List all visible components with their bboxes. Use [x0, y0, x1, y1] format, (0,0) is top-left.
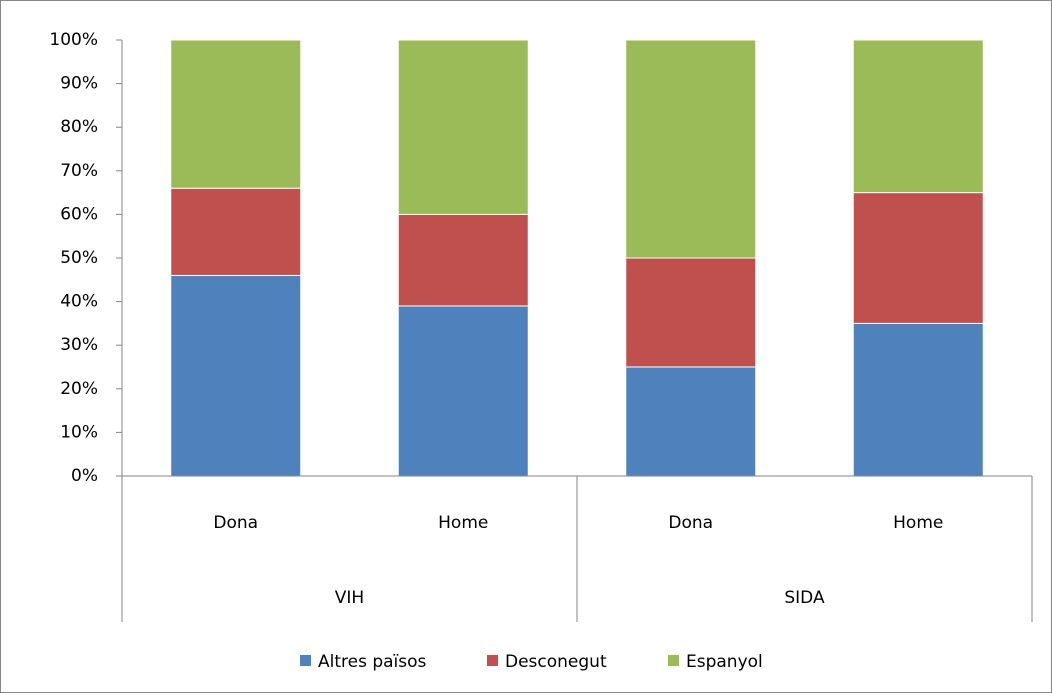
y-tick-label: 40%	[60, 292, 98, 312]
bar-segment	[852, 39, 984, 194]
x-tick-label: Home	[893, 513, 943, 533]
bar-segment	[397, 39, 529, 215]
bar-segment	[397, 213, 529, 307]
bar-segment	[397, 305, 529, 477]
y-tick-label: 10%	[60, 422, 98, 442]
bar-segment	[625, 366, 757, 477]
bar-segment	[625, 39, 757, 259]
legend-swatch	[487, 655, 498, 666]
y-tick-label: 50%	[60, 248, 98, 268]
bar-segment	[852, 192, 984, 324]
group-label: SIDA	[784, 588, 825, 608]
legend-swatch	[668, 655, 679, 666]
legend-label: Espanyol	[686, 652, 763, 672]
bar-segment	[625, 257, 757, 368]
y-tick-label: 60%	[60, 204, 98, 224]
legend-label: Desconegut	[505, 652, 607, 672]
y-tick-label: 80%	[60, 117, 98, 137]
x-tick-label: Dona	[213, 513, 258, 533]
y-tick-label: 100%	[49, 30, 98, 50]
bar-segment	[170, 39, 302, 189]
y-tick-label: 0%	[71, 466, 98, 486]
bar-segment	[852, 322, 984, 477]
x-tick-label: Dona	[668, 513, 713, 533]
bar-segment	[170, 274, 302, 477]
legend-label: Altres països	[318, 652, 427, 672]
y-tick-label: 30%	[60, 335, 98, 355]
bar-segment	[170, 187, 302, 276]
legend-swatch	[300, 655, 311, 666]
x-tick-label: Home	[438, 513, 488, 533]
group-label: VIH	[335, 588, 364, 608]
y-tick-label: 20%	[60, 379, 98, 399]
y-tick-label: 70%	[60, 161, 98, 181]
y-tick-label: 90%	[60, 74, 98, 94]
